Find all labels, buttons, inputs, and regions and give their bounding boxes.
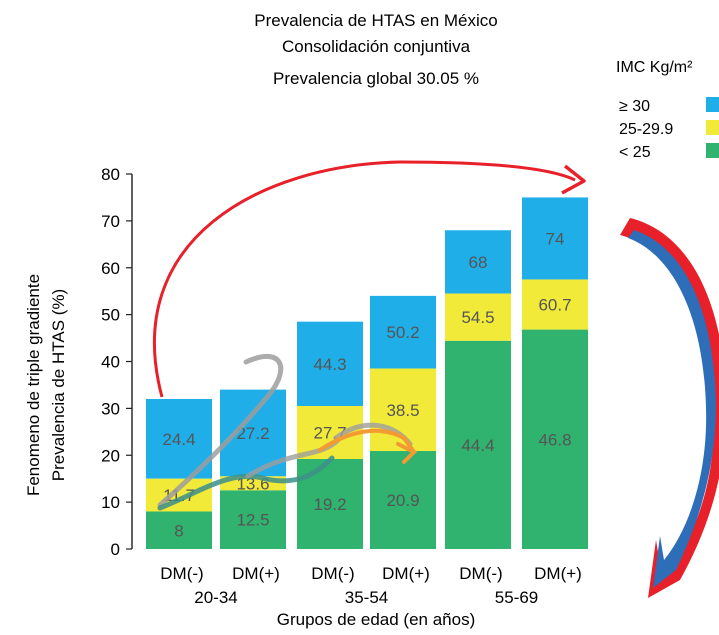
y-tick-label: 50 — [101, 306, 120, 325]
y-tick-label: 0 — [111, 540, 120, 559]
data-label: 27.2 — [236, 424, 269, 443]
y-tick-label: 30 — [101, 399, 120, 418]
trend-arc — [153, 160, 576, 398]
data-label: 8 — [174, 521, 183, 540]
x-tick-label: DM(-) — [311, 564, 354, 583]
bars: 24.411.7827.213.612.544.327.719.250.238.… — [146, 197, 588, 549]
legend: IMC Kg/m² ≥ 30 25-29.9 < 25 — [616, 59, 719, 161]
bar-segment — [370, 295, 436, 369]
bar-segment — [146, 478, 212, 512]
x-axis-labels: DM(-) DM(+) DM(-) DM(+) DM(-) DM(+) 20-34 35-54… — [160, 564, 582, 607]
data-label: 19.2 — [313, 495, 346, 514]
x-tick-label: DM(-) — [459, 564, 502, 583]
y-tick-label: 20 — [101, 446, 120, 465]
y-axis: 0 10 20 30 40 50 60 70 80 — [101, 165, 133, 559]
y-tick-label: 80 — [101, 165, 120, 184]
legend-title: IMC Kg/m² — [616, 59, 693, 76]
bar-segment — [522, 329, 588, 549]
large-arrow-outline — [620, 218, 719, 598]
bar-segment — [445, 340, 511, 549]
data-label: 44.4 — [461, 436, 494, 455]
data-label: 44.3 — [313, 355, 346, 374]
bar-segment — [146, 511, 212, 549]
y-axis-label-line-2: Prevalencia de HTAS (%) — [49, 289, 68, 481]
bar-segment — [220, 490, 286, 549]
x-axis-title: Grupos de edad (en años) — [277, 610, 475, 629]
data-label: 24.4 — [162, 430, 195, 449]
wave-teal — [157, 455, 335, 511]
bar-segment — [297, 321, 363, 407]
legend-label: 25-29.9 — [619, 121, 673, 138]
bar-segment — [370, 451, 436, 549]
wave-grey — [157, 354, 284, 508]
data-label: 54.5 — [461, 308, 494, 327]
x-tick-label: DM(-) — [160, 564, 203, 583]
data-label: 11.7 — [163, 486, 195, 505]
data-label: 60.7 — [538, 296, 571, 315]
data-label: 74 — [546, 229, 565, 248]
x-group-label: 55-69 — [495, 588, 538, 607]
x-tick-label: DM(+) — [382, 564, 430, 583]
y-tick-label: 10 — [101, 493, 120, 512]
x-tick-label: DM(+) — [232, 564, 280, 583]
chart-annotation: Prevalencia global 30.05 % — [273, 69, 479, 88]
x-tick-label: DM(+) — [534, 564, 582, 583]
bar-segment — [445, 293, 511, 341]
y-tick-label: 70 — [101, 212, 120, 231]
data-label: 50.2 — [386, 323, 419, 342]
legend-swatch — [706, 143, 719, 158]
trend-arc-arrowhead — [561, 164, 586, 195]
bar-segment — [445, 230, 511, 294]
y-tick-label: 40 — [101, 353, 120, 372]
chart-subtitle: Consolidación conjuntiva — [282, 37, 471, 56]
data-label: 46.8 — [538, 430, 571, 449]
y-tick-label: 60 — [101, 259, 120, 278]
legend-swatch — [706, 97, 719, 112]
large-arrow — [628, 230, 716, 588]
data-label: 12.5 — [236, 511, 269, 530]
x-group-label: 35-54 — [345, 588, 388, 607]
chart-title: Prevalencia de HTAS en México — [254, 11, 497, 30]
legend-label: ≥ 30 — [619, 98, 650, 115]
data-label: 38.5 — [386, 401, 419, 420]
y-axis-label-line-1: Fenomeno de triple gradiente — [24, 274, 43, 496]
x-group-label: 20-34 — [194, 588, 237, 607]
bar-segment — [522, 279, 588, 330]
legend-swatch — [706, 120, 719, 135]
legend-label: < 25 — [619, 144, 651, 161]
wave-orange — [318, 428, 416, 454]
data-label: 20.9 — [386, 491, 419, 510]
wave-orange-arrowhead — [396, 442, 418, 464]
data-label: 68 — [469, 253, 488, 272]
overlay-arrows — [153, 160, 719, 598]
bar-segment — [522, 197, 588, 280]
